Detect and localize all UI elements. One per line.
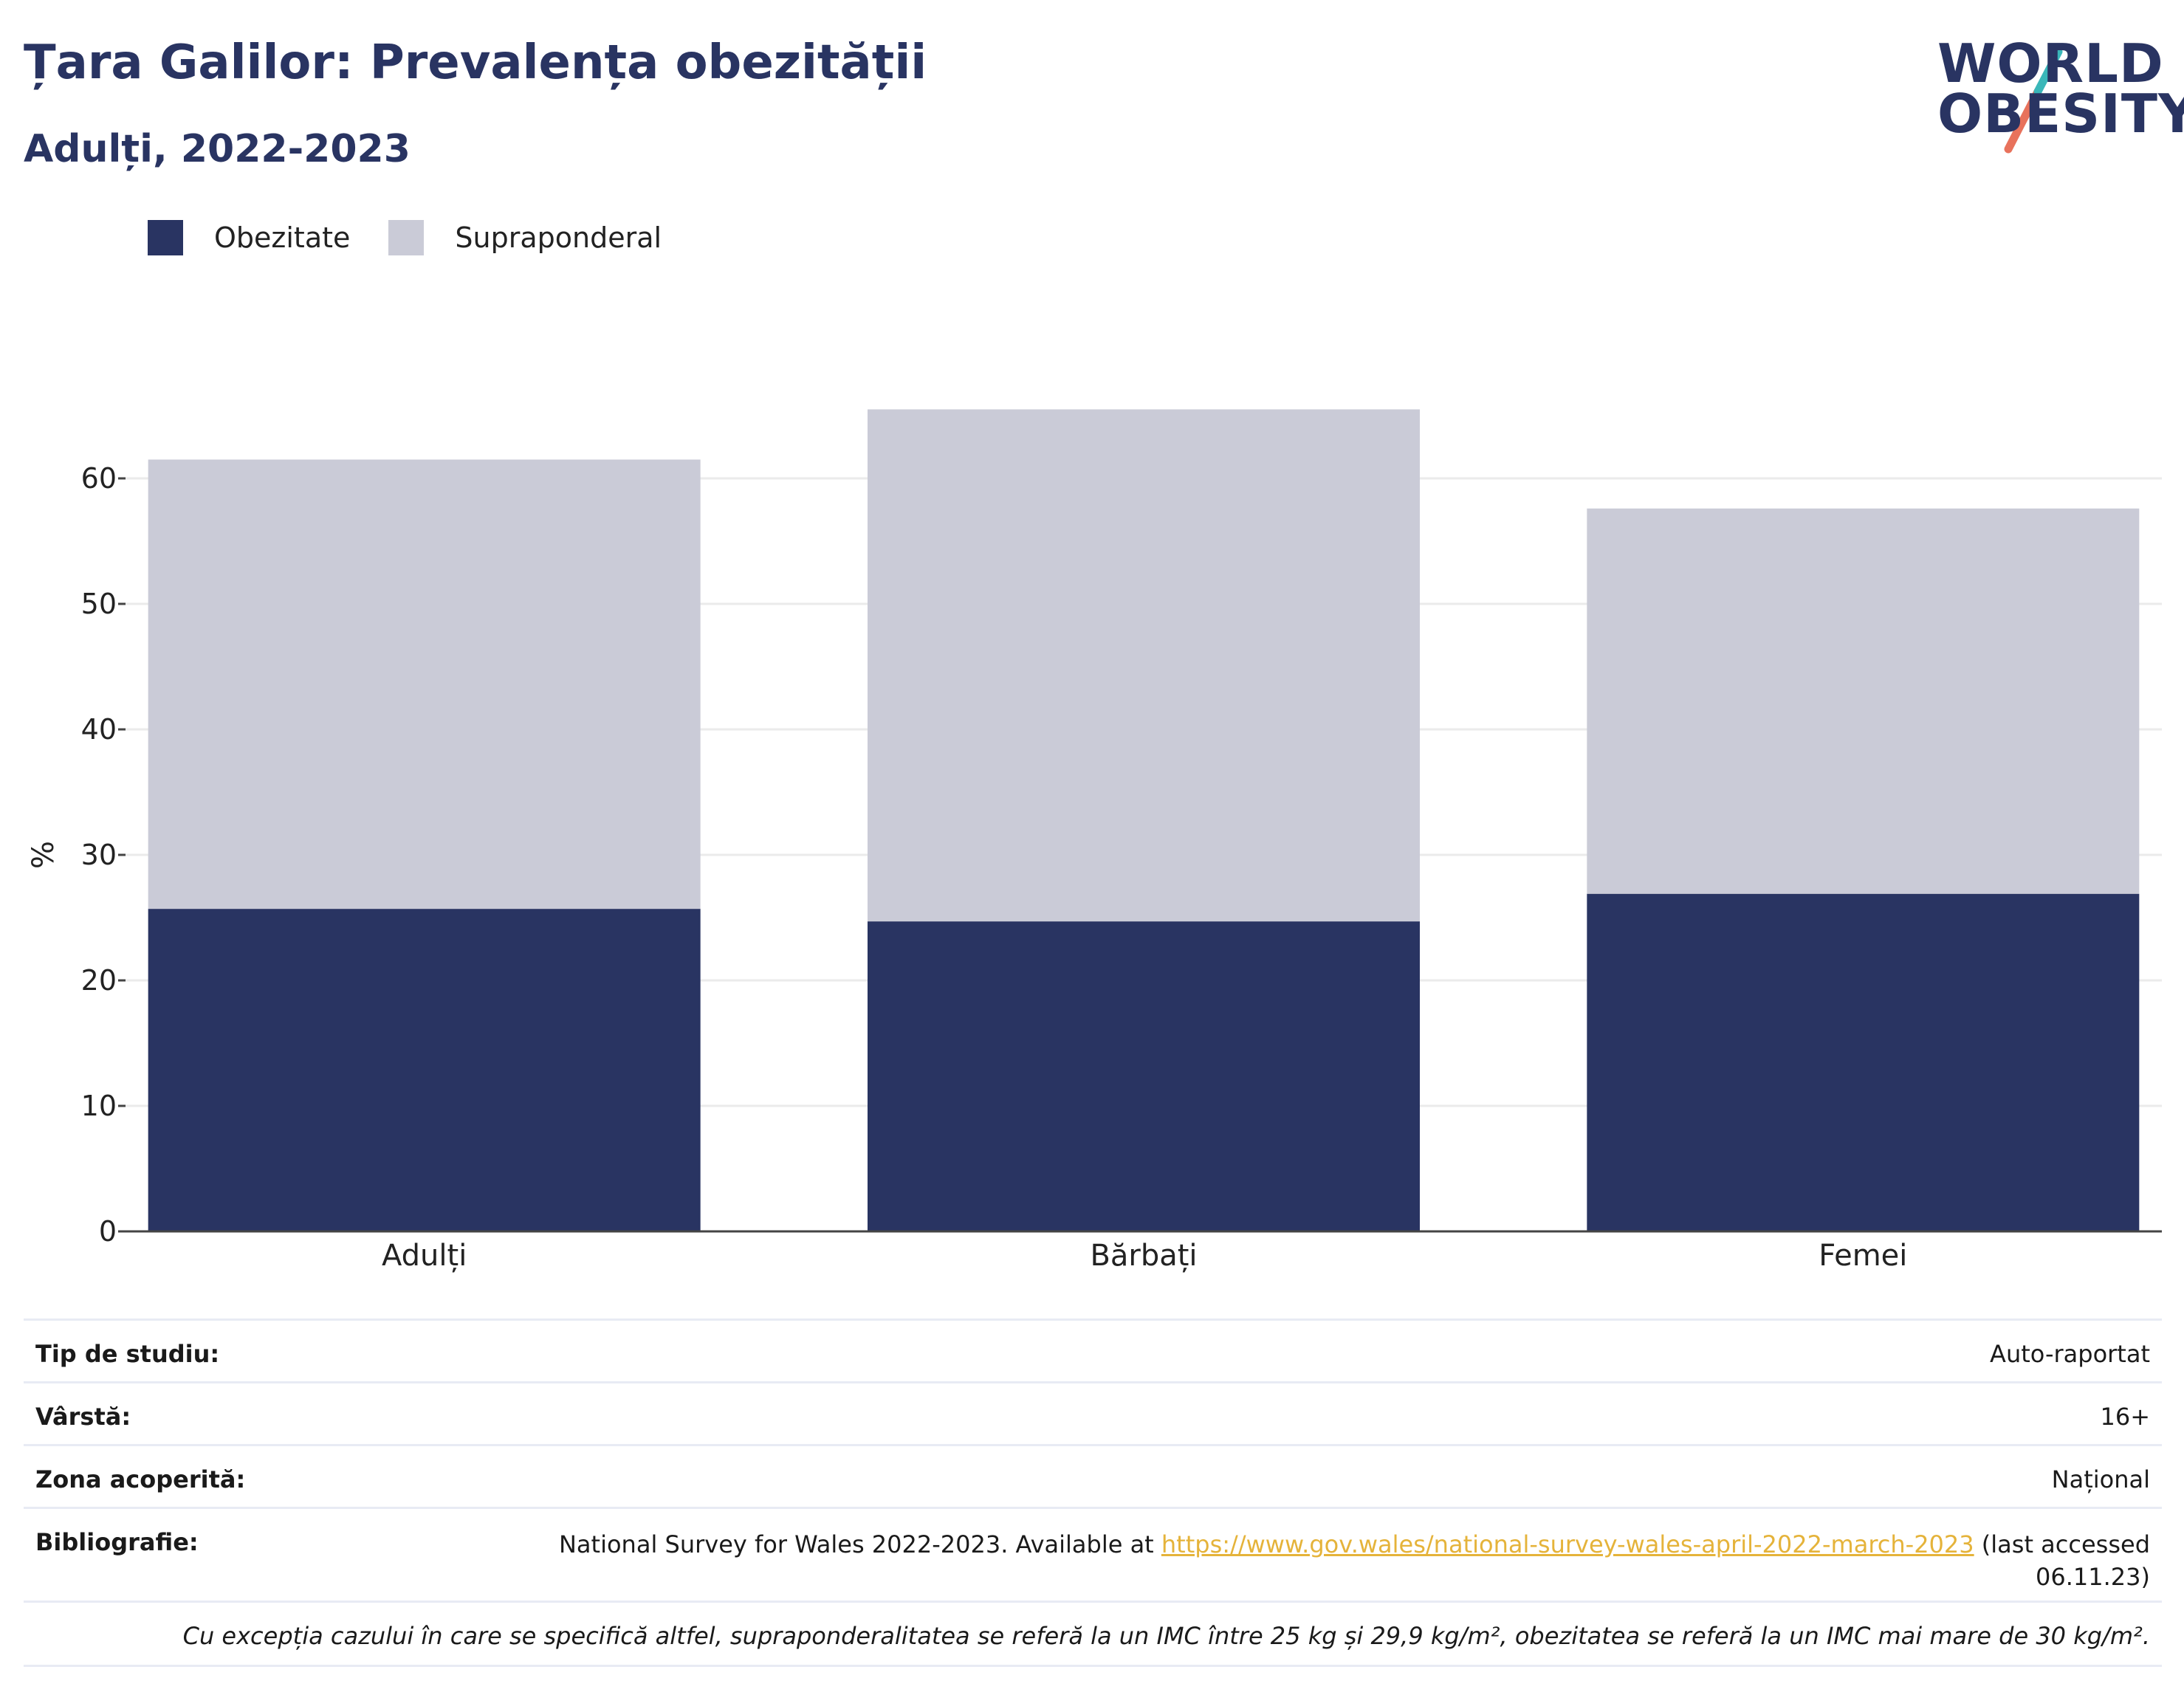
info-row-coverage: Zona acoperită: Național [24,1444,2162,1507]
info-row-bibliography: Bibliografie: National Survey for Wales … [24,1507,2162,1601]
y-tick-label: 30 [81,839,117,871]
legend-item-obezitate[interactable]: Obezitate [148,220,350,255]
study-info-table: Tip de studiu: Auto-raportat Vârstă: 16+… [24,1318,2162,1667]
bar-obezitate [148,909,701,1231]
info-value: Auto-raportat [1990,1340,2150,1368]
info-row-study-type: Tip de studiu: Auto-raportat [24,1318,2162,1381]
y-tick-label: 0 [99,1215,117,1248]
y-tick-label: 40 [81,713,117,746]
legend-swatch-obezitate [148,220,183,255]
info-value: Național [2051,1465,2150,1493]
bibliography-link[interactable]: https://www.gov.wales/national-survey-wa… [1161,1530,1974,1558]
y-tick-label: 10 [81,1090,117,1122]
x-tick-label: Femei [1819,1239,1907,1273]
world-obesity-logo: WORLD OBESITY [1927,30,2184,155]
bibliography-prefix: National Survey for Wales 2022-2023. Ava… [558,1530,1161,1558]
y-tick-label: 50 [81,588,117,620]
legend-swatch-supraponderal [388,220,425,255]
y-tick-label: 60 [81,462,117,495]
bibliography-suffix: (last accessed 06.11.23) [1974,1530,2150,1591]
bar-obezitate [1587,893,2140,1231]
info-row-age: Vârstă: 16+ [24,1381,2162,1444]
logo-line-1: WORLD [1937,32,2164,94]
bar-supraponderal [868,409,1420,922]
info-label: Vârstă: [35,1403,131,1431]
logo-slash-icon [2004,47,2063,154]
x-tick-label: Adulți [382,1239,467,1273]
legend-label: Supraponderal [455,221,662,254]
bibliography-text: National Survey for Wales 2022-2023. Ava… [526,1528,2150,1601]
info-value: 16+ [2100,1403,2150,1431]
info-label: Tip de studiu: [35,1340,220,1368]
legend-label: Obezitate [214,221,351,254]
info-row-footnote: Cu excepția cazului în care se specifică… [24,1601,2162,1667]
page-title: Țara Galilor: Prevalența obezității [24,35,927,90]
info-label: Zona acoperită: [35,1465,246,1493]
bar-supraponderal [148,459,701,910]
bar-obezitate [868,921,1420,1231]
logo-line-2: OBESITY [1937,83,2184,145]
chart-legend: Obezitate Supraponderal [148,220,700,255]
info-label: Bibliografie: [35,1528,199,1556]
stacked-bar-chart: 0 10 20 30 40 50 60% Adulți Bărbați Femei [27,409,2162,1273]
bar-supraponderal [1587,508,2140,894]
legend-item-supraponderal[interactable]: Supraponderal [388,220,662,255]
footnote: Cu excepția cazului în care se specifică… [182,1622,2150,1650]
x-tick-label: Bărbați [1090,1239,1197,1273]
y-axis-label: % [27,841,61,869]
page-subtitle: Adulți, 2022-2023 [24,127,411,171]
y-tick-label: 20 [81,964,117,997]
